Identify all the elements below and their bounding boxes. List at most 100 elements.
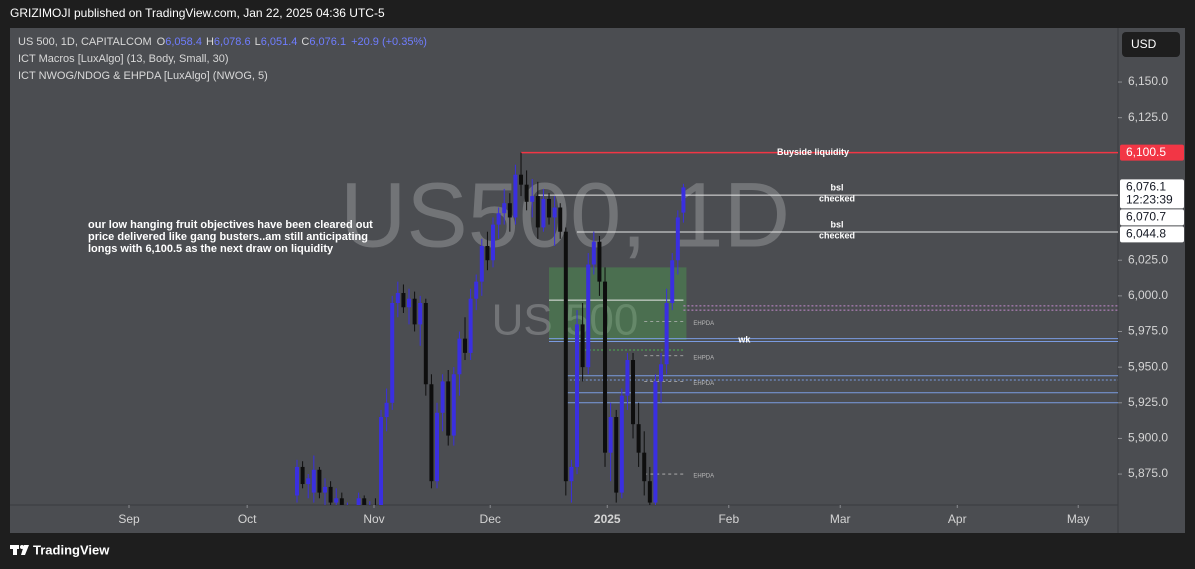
fvg-zone xyxy=(549,267,687,341)
note: our low hanging fruit objectives have be… xyxy=(88,219,373,255)
candle-body xyxy=(619,395,624,493)
price-label: 6,100.5 xyxy=(1126,145,1166,159)
ehpda-label: EHPDA xyxy=(693,321,714,327)
candle-body xyxy=(631,360,636,425)
candle-body xyxy=(502,203,507,214)
candle-body xyxy=(597,241,602,282)
note-line: price delivered like gang busters..am st… xyxy=(88,231,368,243)
candle-body xyxy=(390,302,395,403)
candle-body xyxy=(463,338,468,353)
note-line: longs with 6,100.5 as the next draw on l… xyxy=(88,243,334,255)
candle-body xyxy=(530,196,535,202)
candle-body xyxy=(681,187,686,213)
candle-body xyxy=(575,324,580,467)
candle-body xyxy=(513,174,518,218)
l-label: L xyxy=(255,36,261,48)
candle-body xyxy=(519,174,524,185)
indicator: ICT Macros [LuxAlgo] (13, Body, Small, 3… xyxy=(18,53,229,65)
logo-part xyxy=(21,545,29,555)
candle-body xyxy=(485,245,490,261)
price-label-box xyxy=(1120,179,1184,209)
currency-button[interactable] xyxy=(1122,32,1180,57)
candle-body xyxy=(356,498,361,505)
x-tick-label: Apr xyxy=(948,512,967,526)
candle-body xyxy=(541,198,546,228)
x-tick-label: Dec xyxy=(480,512,501,526)
candle-body xyxy=(670,260,675,303)
currency[interactable]: USD xyxy=(1131,37,1157,51)
candle-body xyxy=(435,412,440,482)
candle-body xyxy=(440,381,445,413)
candle-body xyxy=(323,486,328,493)
level-label: checked xyxy=(819,230,855,240)
y-tick-label: 5,875.0 xyxy=(1128,466,1168,480)
candle-body xyxy=(295,466,300,496)
level-label: wk xyxy=(737,334,751,344)
candle-body xyxy=(608,417,613,453)
candle-body xyxy=(524,184,529,202)
o-value: 6,058.4 xyxy=(165,36,202,48)
ehpda-label: EHPDA xyxy=(693,474,714,480)
x-tick-label: May xyxy=(1067,512,1090,526)
level-label: checked xyxy=(819,193,855,203)
candle-body xyxy=(625,360,630,396)
x-tick-label: Feb xyxy=(718,512,739,526)
candle-body xyxy=(580,324,585,368)
published: GRIZIMOJI published on TradingView.com, … xyxy=(10,6,385,20)
candle-body xyxy=(659,364,664,382)
x-tick-label: Nov xyxy=(363,512,384,526)
candle-body xyxy=(479,245,484,282)
indicator: ICT NWOG/NDOG & EHPDA [LuxAlgo] (NWOG, 5… xyxy=(18,70,268,82)
y-tick-label: 6,025.0 xyxy=(1128,252,1168,266)
candle-body xyxy=(362,498,367,505)
y-tick-label: 5,925.0 xyxy=(1128,395,1168,409)
candle-body xyxy=(311,469,316,493)
candle-body xyxy=(474,281,479,299)
y-tick-label: 6,000.0 xyxy=(1128,288,1168,302)
x-tick-label: 2025 xyxy=(594,512,621,526)
candle-body xyxy=(334,498,339,503)
candle-body xyxy=(653,381,658,503)
y-tick-label: 5,950.0 xyxy=(1128,359,1168,373)
logo-part xyxy=(13,545,17,555)
candle-body xyxy=(401,293,406,308)
candle-body xyxy=(395,293,400,303)
level-label: bsl xyxy=(830,219,843,229)
candle-body xyxy=(675,217,680,261)
candle-body xyxy=(429,384,434,482)
change: +20.9 (+0.35%) xyxy=(351,36,427,48)
candle-body xyxy=(552,207,557,218)
level-label: Buyside liquidity xyxy=(777,147,849,157)
o-label: O xyxy=(157,36,166,48)
c-label: C xyxy=(301,36,309,48)
candle-body xyxy=(586,264,591,368)
candle-body xyxy=(339,498,344,505)
symbol: US 500, 1D, CAPITALCOM xyxy=(18,36,152,48)
y-tick-label: 5,900.0 xyxy=(1128,431,1168,445)
candle-body xyxy=(317,469,322,493)
candle-body xyxy=(591,241,596,265)
candle-body xyxy=(384,402,389,418)
price-label: 6,076.1 xyxy=(1126,180,1166,194)
price-label-box xyxy=(1120,226,1184,243)
candle-body xyxy=(563,231,568,482)
candle-body xyxy=(468,298,473,353)
x-tick-label: Sep xyxy=(118,512,140,526)
candle-body xyxy=(306,478,311,485)
l-value: 6,051.4 xyxy=(261,36,298,48)
ehpda-label: EHPDA xyxy=(693,381,714,387)
level-label: bsl xyxy=(830,182,843,192)
candle-body xyxy=(407,298,412,308)
legend-symbol: US 500, 1D, CAPITALCOM O6,058.4 H6,078.6 L6… xyxy=(18,36,427,48)
candle-body xyxy=(300,466,305,485)
candle-body xyxy=(507,203,512,218)
candle-body xyxy=(379,417,384,505)
h-value: 6,078.6 xyxy=(214,36,251,48)
candle-body xyxy=(412,298,417,325)
candle-body xyxy=(664,302,669,365)
candle-body xyxy=(642,452,647,482)
x-tick-label: Oct xyxy=(238,512,257,526)
candle-body xyxy=(535,196,540,228)
ehpda-label: EHPDA xyxy=(693,355,714,361)
price-label: 6,070.7 xyxy=(1126,210,1166,224)
